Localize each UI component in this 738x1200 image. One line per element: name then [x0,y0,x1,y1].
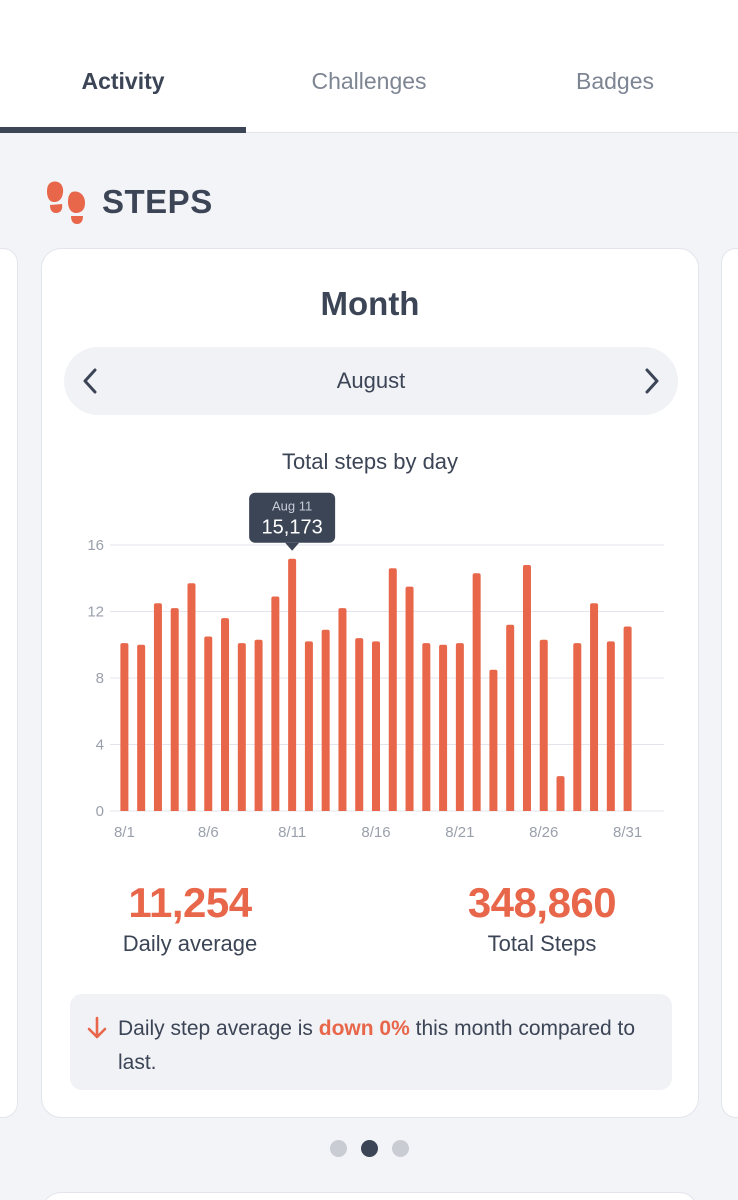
x-tick-label: 8/21 [445,824,474,841]
pagination-dot-active[interactable] [360,1140,378,1157]
bar[interactable] [372,641,380,811]
section-header: STEPS [46,180,213,224]
next-card-peek[interactable] [721,248,738,1118]
bar[interactable] [539,639,548,811]
tooltip-box [249,492,336,543]
x-tick-label: 8/31 [613,824,642,841]
daily-average-stat: 11,254 Daily average [60,879,320,957]
top-tab-bar: Activity Challenges Badges [0,0,738,133]
bar[interactable] [321,629,330,811]
bar[interactable] [606,641,615,811]
bar[interactable] [304,641,313,811]
y-tick-label: 12 [87,604,104,621]
comparison-note-text: Daily step average is down 0% this month… [118,1012,638,1080]
tooltip-date: Aug 11 [272,499,312,514]
total-steps-value: 348,860 [467,879,617,926]
bar[interactable] [422,643,431,811]
bar[interactable] [405,586,414,811]
x-tick-label: 8/11 [278,824,306,841]
total-steps-stat: 348,860 Total Steps [412,879,672,957]
bar[interactable] [455,643,464,811]
steps-bar-chart: 0 4 8 12 16 8/1 8/6 8/11 8/16 8/21 8/26 8/31 Aug 11 1… [87,492,664,841]
month-selector: August [64,347,678,415]
tooltip-pointer [285,542,300,551]
bar[interactable] [590,603,599,811]
note-text-before: Daily step average is [118,1017,319,1040]
next-section-card [41,1192,699,1200]
bar[interactable] [137,644,146,811]
pagination-dot[interactable] [329,1140,347,1157]
footprints-icon [47,181,85,224]
bar[interactable] [153,603,162,811]
bar[interactable] [187,583,196,811]
bar[interactable] [170,608,179,811]
steps-month-card: Month August Total steps by day 0 4 8 12 16 8… [41,248,699,1118]
bar[interactable] [355,638,364,811]
daily-average-value: 11,254 [128,879,252,926]
arrow-down-icon [87,1016,107,1039]
tab-badges[interactable]: Badges [575,68,654,94]
bar[interactable] [388,568,397,811]
tab-activity[interactable]: Activity [81,68,165,94]
y-tick-label: 0 [96,803,104,820]
bar[interactable] [439,644,448,811]
previous-card-peek[interactable] [0,248,18,1118]
daily-average-label: Daily average [122,931,258,956]
tooltip-value: 15,173 [262,517,323,539]
y-tick-label: 16 [87,537,104,554]
bar[interactable] [472,573,481,811]
comparison-note: Daily step average is down 0% this month… [70,994,672,1090]
chart-title: Total steps by day [281,449,459,474]
section-title: STEPS [102,183,213,220]
month-label: August [336,368,406,393]
chevron-right-icon[interactable] [636,366,666,396]
x-tick-label: 8/16 [361,824,390,841]
bar[interactable] [288,558,297,811]
bar[interactable] [221,618,230,811]
bar[interactable] [254,639,263,811]
bar[interactable] [338,608,347,811]
x-tick-label: 8/1 [114,824,135,841]
x-tick-label: 8/6 [198,824,219,841]
bar[interactable] [573,643,582,811]
bar[interactable] [506,624,515,811]
bar[interactable] [204,636,213,811]
tab-challenges[interactable]: Challenges [311,68,427,94]
chevron-left-icon[interactable] [76,366,106,396]
x-tick-label: 8/26 [529,824,558,841]
note-text-after: this month compared to last. [118,1017,636,1074]
bar[interactable] [271,596,280,811]
card-title: Month [320,285,420,322]
carousel-pagination [0,1140,738,1158]
pagination-dot[interactable] [391,1140,409,1157]
bar[interactable] [120,643,129,811]
y-tick-label: 4 [96,737,104,754]
active-tab-indicator [0,127,246,133]
bar[interactable] [237,643,246,811]
bar[interactable] [522,564,531,811]
bar[interactable] [489,669,498,811]
y-tick-label: 8 [96,670,104,687]
note-highlight: down 0% [318,1017,410,1040]
bar[interactable] [556,776,565,811]
total-steps-label: Total Steps [487,931,597,956]
bar[interactable] [623,626,632,811]
